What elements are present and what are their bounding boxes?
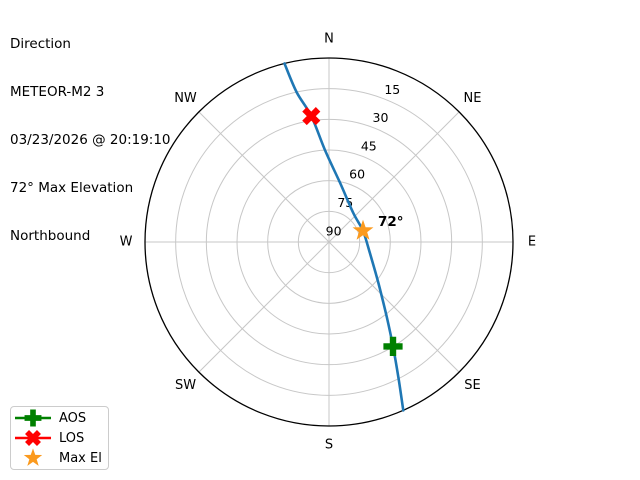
grid-spoke [198, 241, 330, 373]
grid-spoke [328, 111, 460, 243]
los-marker [302, 107, 321, 126]
compass-label-sw: SW [175, 378, 196, 393]
legend: AOS LOS Max El [10, 406, 109, 470]
elevation-tick-label: 15 [384, 82, 400, 97]
chart-title: Direction [10, 36, 71, 52]
legend-item-los: LOS [11, 428, 108, 448]
compass-label-se: SE [464, 378, 480, 393]
max-elevation-text: 72° Max Elevation [10, 180, 134, 196]
compass-label-nw: NW [174, 91, 197, 106]
horizon-circle [144, 57, 514, 427]
legend-item-max-el: Max El [11, 448, 108, 468]
elevation-tick-label: 90 [326, 223, 342, 238]
legend-x-glyph [25, 430, 41, 446]
elevation-tick-label: 60 [349, 167, 365, 182]
compass-label-ne: NE [464, 91, 482, 106]
los-marker-icon [15, 430, 51, 446]
aos-marker [383, 336, 403, 356]
legend-item-aos: AOS [11, 408, 108, 428]
compass-label-n: N [324, 32, 334, 47]
max-el-marker [352, 219, 374, 240]
legend-plus-glyph [24, 409, 42, 427]
grid-spoke [328, 241, 460, 373]
compass-label-w: W [120, 235, 133, 250]
compass-label-e: E [528, 235, 536, 250]
elevation-tick-label: 45 [361, 138, 377, 153]
legend-star-glyph [23, 448, 43, 466]
aos-marker-icon [15, 409, 51, 427]
legend-label-max-el: Max El [59, 450, 102, 466]
compass-label-s: S [325, 438, 333, 453]
max-el-annotation: 72° [378, 214, 404, 230]
pass-datetime: 03/23/2026 @ 20:19:10 [10, 132, 171, 148]
legend-label-los: LOS [59, 430, 85, 446]
grid-spoke [198, 111, 330, 243]
legend-label-aos: AOS [59, 410, 87, 426]
elevation-tick-label: 30 [373, 110, 389, 125]
pass-info-block: Direction METEOR-M2 3 03/23/2026 @ 20:19… [10, 4, 171, 260]
pass-direction: Northbound [10, 228, 91, 244]
satellite-name: METEOR-M2 3 [10, 84, 105, 100]
max-el-marker-icon [23, 448, 43, 466]
